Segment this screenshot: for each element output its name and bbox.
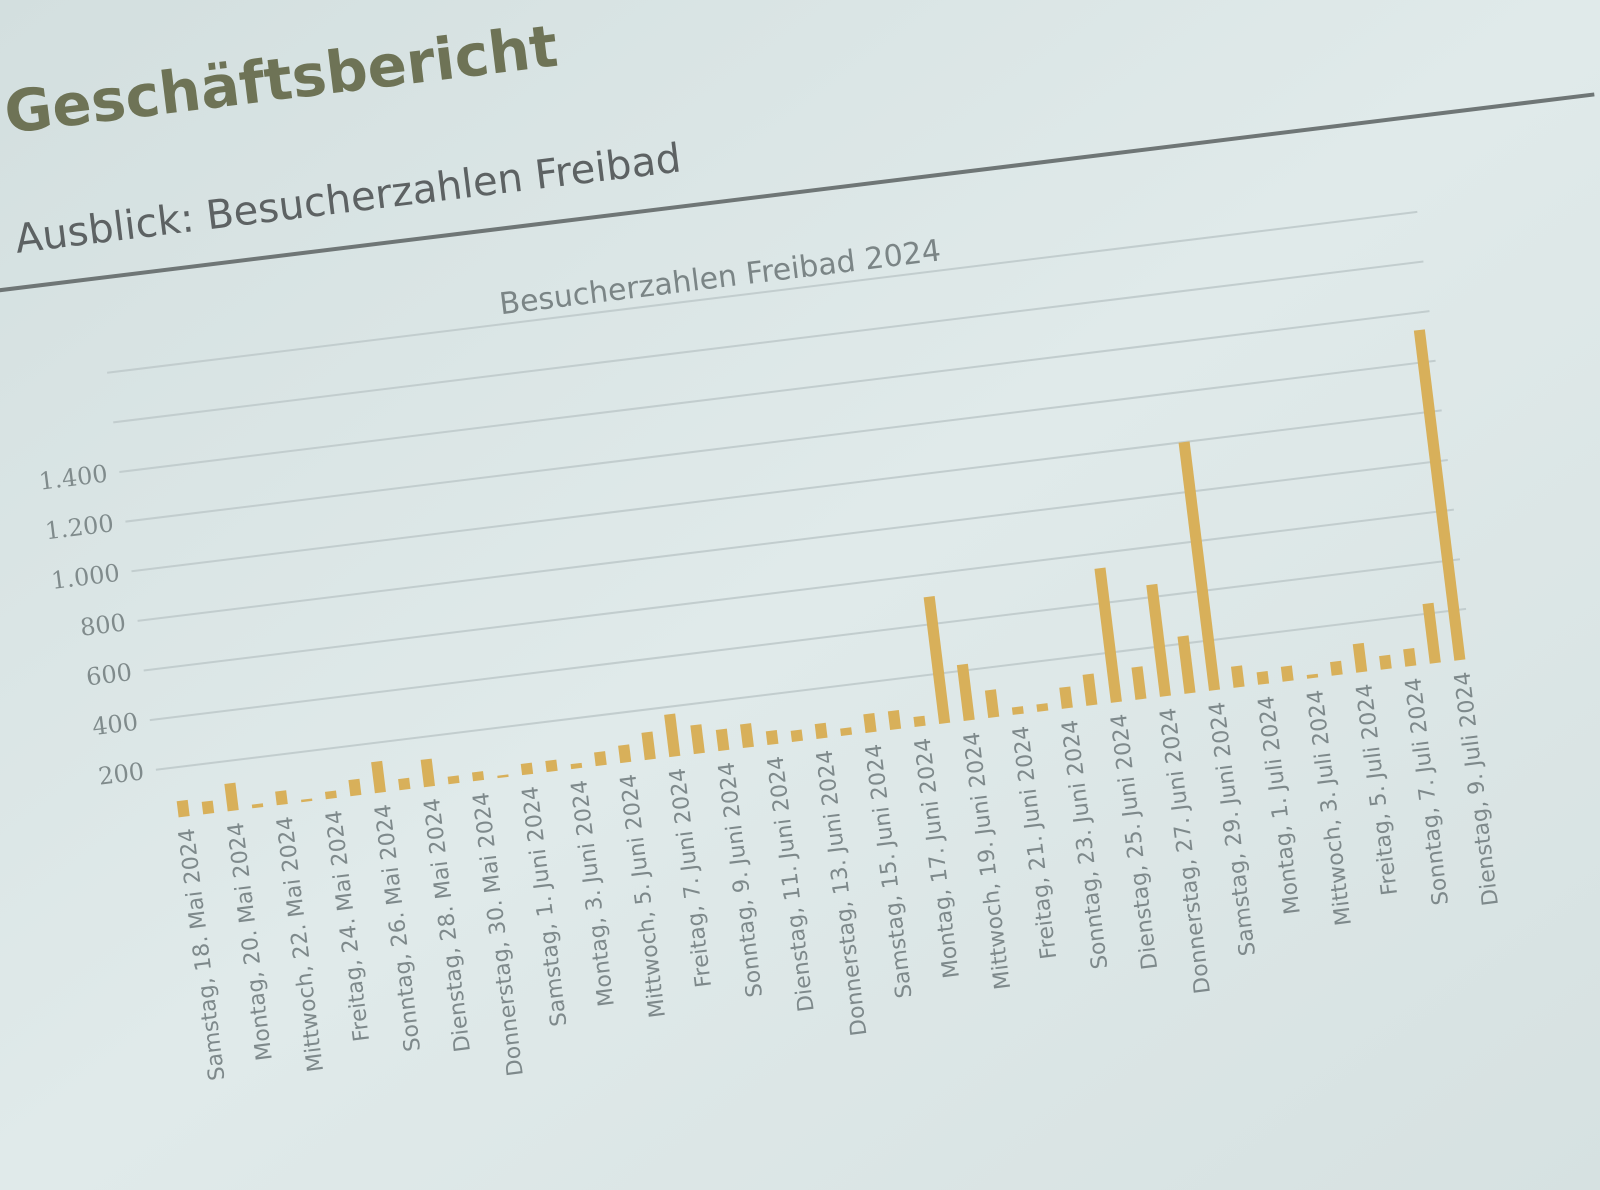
header-divider [0,92,1595,296]
bar [618,744,632,764]
bar [1177,635,1196,694]
bar [1082,673,1098,706]
bar [371,760,386,794]
bar [201,800,215,815]
bar [570,762,583,770]
bar [471,771,485,782]
gridline [113,260,1424,424]
bar [715,728,730,752]
bar [1379,654,1392,670]
y-tick-label: 800 [79,608,128,641]
bar [887,710,902,730]
gridline [107,210,1418,374]
bar [251,803,264,809]
bar [1352,642,1368,673]
bar [913,715,926,727]
bar [1011,706,1024,715]
bar [594,751,607,767]
bar [840,727,853,737]
bar [740,723,754,749]
gridlines [107,210,1467,771]
bar [1146,583,1172,697]
gridline [125,359,1436,523]
bar [690,724,705,755]
bar [1403,648,1417,667]
bar [790,729,804,743]
bar [497,774,509,779]
bar [863,713,877,734]
bar [923,596,951,724]
bar [956,663,975,721]
y-tick-label: 600 [85,658,134,691]
bar [324,790,337,800]
gridline [119,310,1430,473]
bar [814,722,828,740]
gridline [149,558,1461,722]
y-tick-label: 400 [91,708,140,741]
bar [1280,665,1294,682]
bar [765,730,779,746]
bar [1422,602,1441,664]
bar [664,713,681,758]
bar [1330,660,1343,676]
bar [545,759,558,773]
bar [984,689,1000,718]
bar [447,775,460,785]
bar-series [176,329,1466,818]
bar [1036,703,1049,712]
bar [1059,686,1073,709]
bar [1131,666,1147,700]
bar [641,731,656,761]
bar [348,778,362,797]
gridline [131,409,1442,573]
gridline [143,508,1454,672]
bar [1413,329,1466,661]
y-tick-label: 200 [97,757,146,790]
bar [1256,671,1270,685]
bar [1178,441,1221,691]
bar [1306,673,1319,679]
bar [1230,665,1245,688]
bar [301,798,313,803]
bar [1094,567,1122,703]
bar [520,762,534,776]
bar [224,782,239,812]
bar [420,758,436,788]
bar [398,777,411,791]
bar [176,799,190,818]
gridline [137,459,1448,622]
gridline [155,607,1467,771]
bar [275,790,288,806]
